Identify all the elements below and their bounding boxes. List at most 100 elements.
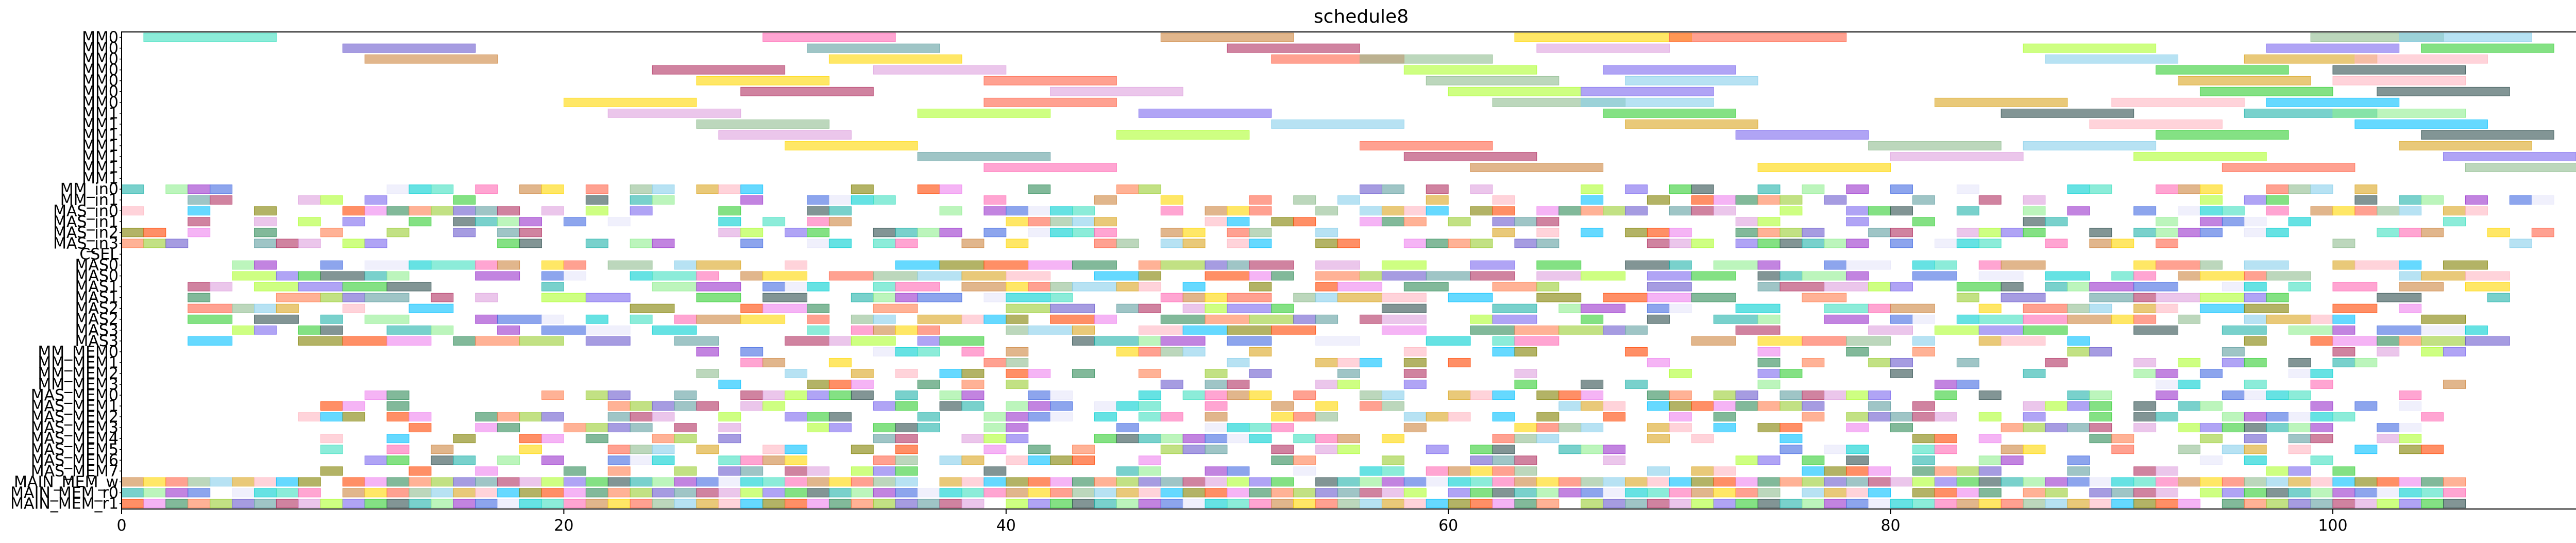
task-bar bbox=[1603, 108, 1736, 118]
task-bar bbox=[740, 195, 764, 205]
task-bar bbox=[188, 499, 211, 508]
task-bar bbox=[2023, 499, 2046, 508]
task-bar bbox=[1824, 445, 1847, 454]
task-bar bbox=[232, 271, 277, 281]
task-bar bbox=[1647, 303, 1670, 313]
task-bar bbox=[828, 195, 852, 205]
task-bar bbox=[740, 499, 764, 508]
task-bar bbox=[1138, 271, 1161, 281]
task-bar bbox=[873, 293, 896, 302]
task-bar bbox=[652, 271, 697, 281]
task-bar bbox=[607, 466, 631, 476]
task-bar bbox=[232, 488, 255, 498]
task-bar bbox=[607, 455, 631, 465]
task-bar bbox=[1625, 380, 1648, 389]
task-bar bbox=[807, 391, 829, 400]
task-bar bbox=[2023, 314, 2068, 324]
task-bar bbox=[807, 499, 829, 508]
task-bar bbox=[2156, 466, 2179, 476]
task-bar bbox=[1249, 228, 1272, 237]
task-bar bbox=[1536, 217, 1560, 227]
task-bar bbox=[254, 325, 277, 335]
task-bar bbox=[1470, 325, 1515, 335]
task-bar bbox=[2288, 217, 2311, 227]
task-bar bbox=[386, 401, 410, 411]
task-bar bbox=[939, 336, 985, 346]
task-bar bbox=[1514, 217, 1537, 227]
task-bar bbox=[475, 293, 498, 302]
task-bar bbox=[2487, 293, 2510, 302]
task-bar bbox=[1868, 206, 1891, 216]
task-bar bbox=[607, 423, 631, 433]
task-bar bbox=[1360, 184, 1382, 194]
task-bar bbox=[851, 369, 874, 378]
task-bar bbox=[1713, 466, 1736, 476]
task-bar bbox=[1514, 455, 1537, 465]
task-bar bbox=[1006, 303, 1051, 313]
task-bar bbox=[1448, 293, 1493, 302]
task-bar bbox=[1072, 499, 1095, 508]
task-bar bbox=[2067, 499, 2090, 508]
task-bar bbox=[1470, 455, 1493, 465]
y-tick-label: MAS_MEM3 bbox=[31, 419, 118, 437]
task-bar bbox=[2310, 412, 2333, 422]
task-bar bbox=[1227, 477, 1250, 487]
task-bar bbox=[1138, 412, 1161, 422]
task-bar bbox=[2156, 412, 2179, 422]
task-bar bbox=[1205, 206, 1228, 216]
task-bar bbox=[828, 358, 852, 367]
task-bar bbox=[1138, 466, 1161, 476]
task-bar bbox=[2199, 293, 2245, 302]
task-bar bbox=[2178, 401, 2200, 411]
task-bar bbox=[1802, 228, 1825, 237]
task-bar bbox=[1160, 434, 1183, 444]
task-bar bbox=[2288, 477, 2311, 487]
task-bar bbox=[1868, 488, 1891, 498]
task-bar bbox=[2421, 445, 2444, 454]
task-bar bbox=[1978, 434, 2002, 444]
task-bar bbox=[1581, 423, 1604, 433]
task-bar bbox=[1116, 130, 1250, 140]
task-bar bbox=[1757, 401, 1781, 411]
task-bar bbox=[630, 401, 653, 411]
task-bar bbox=[475, 488, 498, 498]
task-bar bbox=[1227, 336, 1272, 346]
task-bar bbox=[1978, 336, 2002, 346]
task-bar bbox=[1713, 260, 1758, 270]
task-bar bbox=[1182, 434, 1206, 444]
task-bar bbox=[2377, 325, 2422, 335]
task-bar bbox=[1890, 303, 1935, 313]
task-bar bbox=[409, 477, 432, 487]
task-bar bbox=[895, 391, 918, 400]
task-bar bbox=[1757, 239, 1781, 248]
y-tick-label: MM1 bbox=[82, 169, 118, 188]
task-bar bbox=[984, 228, 1007, 237]
task-bar bbox=[2067, 423, 2090, 433]
task-bar bbox=[585, 391, 608, 400]
task-bar bbox=[2354, 488, 2378, 498]
task-bar bbox=[298, 488, 321, 498]
task-bar bbox=[740, 401, 764, 411]
task-bar bbox=[2288, 499, 2311, 508]
task-bar bbox=[1757, 336, 1803, 346]
task-bar bbox=[1072, 369, 1095, 378]
task-bar bbox=[1271, 455, 1294, 465]
y-tick-label: MM0 bbox=[82, 40, 118, 58]
task-bar bbox=[2288, 466, 2311, 476]
task-bar bbox=[2443, 347, 2466, 357]
task-bar bbox=[1227, 239, 1250, 248]
task-bar bbox=[298, 271, 321, 281]
task-bar bbox=[1094, 434, 1117, 444]
task-bar bbox=[1470, 184, 1493, 194]
task-bar bbox=[1403, 380, 1427, 389]
task-bar bbox=[519, 488, 542, 498]
task-bar bbox=[2377, 228, 2400, 237]
task-bar bbox=[320, 434, 343, 444]
task-bar bbox=[1735, 195, 1758, 205]
task-bar bbox=[607, 445, 631, 454]
task-bar bbox=[1227, 423, 1250, 433]
task-bar bbox=[2001, 282, 2024, 292]
task-bar bbox=[497, 455, 520, 465]
task-bar bbox=[2156, 217, 2179, 227]
task-bar bbox=[1846, 455, 1869, 465]
